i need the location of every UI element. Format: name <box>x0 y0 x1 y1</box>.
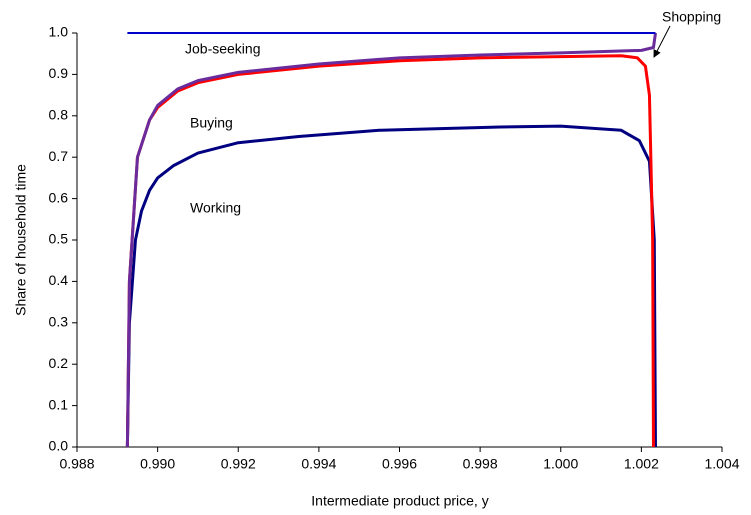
series-label: Working <box>190 200 241 216</box>
y-tick-label: 0.0 <box>49 438 69 454</box>
y-tick-label: 0.6 <box>49 189 69 205</box>
annotation-arrow <box>653 25 671 58</box>
x-tick-label: 0.990 <box>140 456 175 472</box>
x-tick-label: 0.992 <box>221 456 256 472</box>
series-line <box>125 32 657 448</box>
y-tick-label: 0.8 <box>49 107 69 123</box>
y-axis-title: Share of household time <box>13 164 29 316</box>
y-tick-label: 0.7 <box>49 148 69 164</box>
series-label: Job-seeking <box>185 41 261 57</box>
x-tick-label: 1.002 <box>624 456 659 472</box>
x-axis-title: Intermediate product price, y <box>311 493 488 509</box>
y-tick-label: 0.4 <box>49 272 69 288</box>
y-tick-label: 0.1 <box>49 396 69 412</box>
x-tick-label: 0.994 <box>301 456 336 472</box>
x-tick-label: 0.998 <box>463 456 498 472</box>
y-tick-label: 0.2 <box>49 355 69 371</box>
series-line <box>125 124 657 448</box>
y-tick-label: 0.3 <box>49 314 69 330</box>
x-tick-label: 1.004 <box>704 456 739 472</box>
y-tick-label: 0.5 <box>49 231 69 247</box>
x-tick-label: 0.988 <box>59 456 94 472</box>
x-tick-label: 0.996 <box>382 456 417 472</box>
x-tick-label: 1.000 <box>543 456 578 472</box>
y-tick-label: 0.9 <box>49 65 69 81</box>
y-tick-label: 1.0 <box>49 24 69 40</box>
series-label: Buying <box>190 115 233 131</box>
series-label: Shopping <box>662 9 721 25</box>
